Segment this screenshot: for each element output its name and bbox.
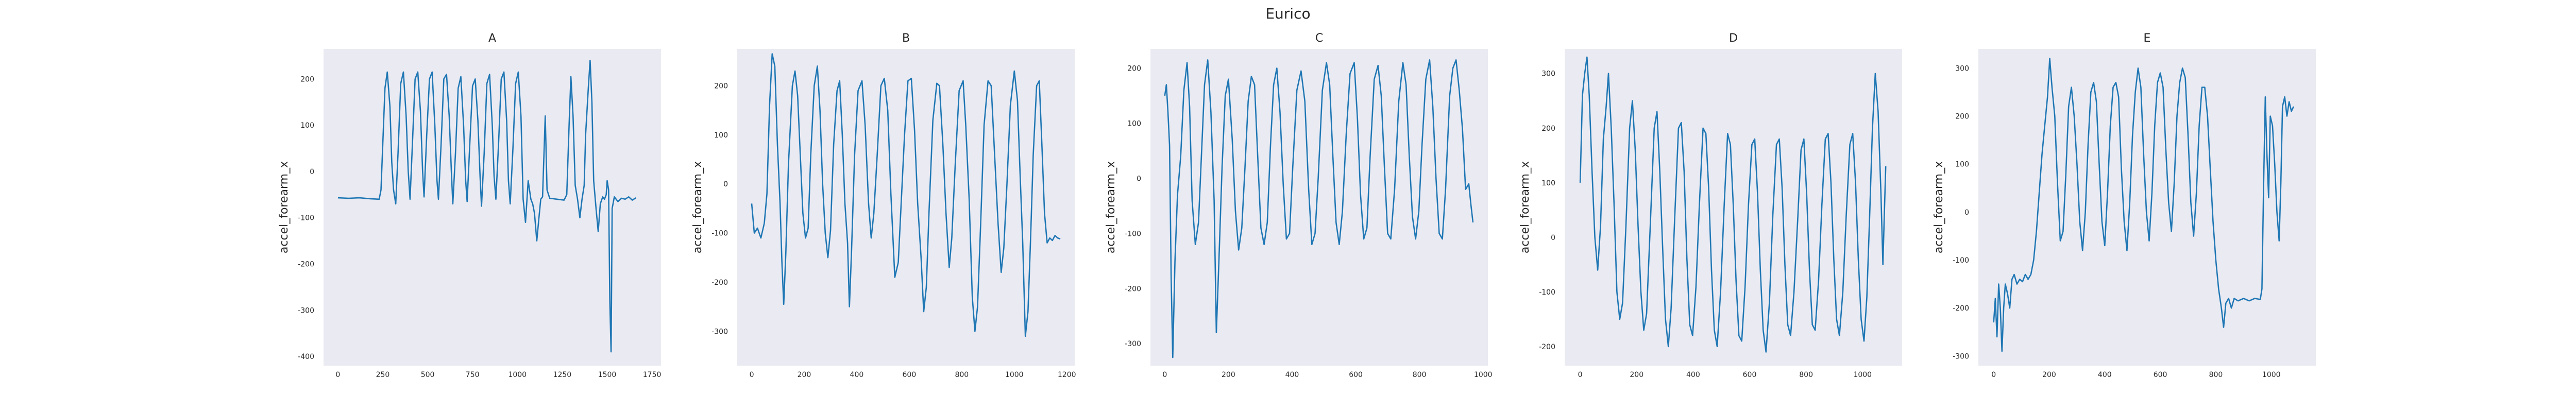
x-tick-label: 1500 [598, 371, 617, 379]
y-tick-label: 100 [300, 122, 314, 130]
x-tick-label: 1000 [1853, 371, 1872, 379]
series-line [337, 60, 636, 353]
x-tick-label: 250 [376, 371, 390, 379]
y-tick-label: -300 [298, 306, 314, 315]
y-tick-label: 100 [1127, 119, 1141, 128]
y-tick-label: -200 [1953, 304, 1969, 313]
x-tick-label: 1250 [553, 371, 572, 379]
series-line [751, 53, 1061, 337]
y-tick-label: -200 [1125, 285, 1141, 293]
y-tick-label: -300 [1125, 340, 1141, 348]
y-tick-label: -100 [1125, 230, 1141, 238]
y-tick-label: 200 [300, 75, 314, 83]
plot-area [1978, 49, 2316, 366]
panel-title: C [1315, 32, 1323, 45]
y-tick-label: -300 [1953, 352, 1969, 360]
x-tick-label: 0 [1162, 371, 1167, 379]
x-tick-label: 1200 [1058, 371, 1076, 379]
y-tick-label: -200 [1539, 343, 1555, 351]
x-tick-label: 800 [2209, 371, 2223, 379]
x-tick-label: 600 [2154, 371, 2167, 379]
series-line [1579, 56, 1887, 353]
x-tick-label: 400 [1285, 371, 1299, 379]
plot-area [324, 49, 661, 366]
plot-area [737, 49, 1075, 366]
series-line [1164, 59, 1474, 358]
y-axis-label: accel_forearm_x [691, 161, 704, 253]
y-tick-label: 100 [1541, 179, 1555, 187]
figure-title: Eurico [1265, 5, 1310, 22]
x-tick-label: 1000 [1474, 371, 1493, 379]
y-tick-label: 300 [1955, 64, 1969, 73]
x-tick-label: 750 [466, 371, 480, 379]
x-tick-label: 0 [1578, 371, 1583, 379]
y-tick-label: 100 [1955, 161, 1969, 169]
x-tick-label: 0 [1991, 371, 1996, 379]
y-tick-label: -400 [298, 353, 314, 361]
series-line [1993, 58, 2295, 352]
y-tick-label: 0 [723, 180, 728, 188]
x-tick-label: 600 [1743, 371, 1757, 379]
y-tick-label: 200 [714, 82, 728, 91]
x-tick-label: 400 [1686, 371, 1700, 379]
x-tick-label: 800 [1413, 371, 1427, 379]
y-tick-label: 200 [1127, 64, 1141, 73]
y-axis-label: accel_forearm_x [278, 161, 291, 253]
x-tick-label: 200 [798, 371, 811, 379]
y-tick-label: 0 [1137, 175, 1141, 183]
y-tick-label: -200 [298, 260, 314, 268]
y-tick-label: 200 [1541, 125, 1555, 133]
x-tick-label: 800 [955, 371, 969, 379]
y-tick-label: -200 [711, 279, 728, 287]
x-tick-label: 400 [2098, 371, 2112, 379]
panel-title: A [488, 32, 496, 45]
x-tick-label: 600 [1349, 371, 1363, 379]
y-tick-label: 100 [714, 131, 728, 140]
y-tick-label: 0 [1551, 234, 1555, 242]
y-tick-label: 0 [1964, 209, 1969, 217]
x-tick-label: 200 [1630, 371, 1643, 379]
panel-title: E [2144, 32, 2151, 45]
x-tick-label: 0 [335, 371, 340, 379]
y-tick-label: 200 [1955, 112, 1969, 121]
y-axis-label: accel_forearm_x [1519, 161, 1532, 253]
x-tick-label: 800 [1799, 371, 1813, 379]
y-tick-label: 300 [1541, 70, 1555, 78]
y-tick-label: -100 [1539, 288, 1555, 297]
y-tick-label: -300 [711, 328, 728, 336]
y-tick-label: -100 [1953, 256, 1969, 265]
x-tick-label: 1000 [1005, 371, 1024, 379]
x-tick-label: 1750 [643, 371, 662, 379]
plot-area [1150, 49, 1488, 366]
y-axis-label: accel_forearm_x [1933, 161, 1945, 253]
x-tick-label: 400 [850, 371, 864, 379]
x-tick-label: 200 [1222, 371, 1235, 379]
x-tick-label: 600 [903, 371, 917, 379]
x-tick-label: 1000 [508, 371, 527, 379]
x-tick-label: 500 [421, 371, 435, 379]
y-tick-label: -100 [711, 230, 728, 238]
y-tick-label: -100 [298, 214, 314, 222]
x-tick-label: 1000 [2262, 371, 2281, 379]
x-tick-label: 200 [2042, 371, 2056, 379]
panel-title: B [902, 32, 910, 45]
x-tick-label: 0 [750, 371, 754, 379]
y-axis-label: accel_forearm_x [1105, 161, 1117, 253]
panel-title: D [1729, 32, 1738, 45]
y-tick-label: 0 [310, 168, 314, 176]
